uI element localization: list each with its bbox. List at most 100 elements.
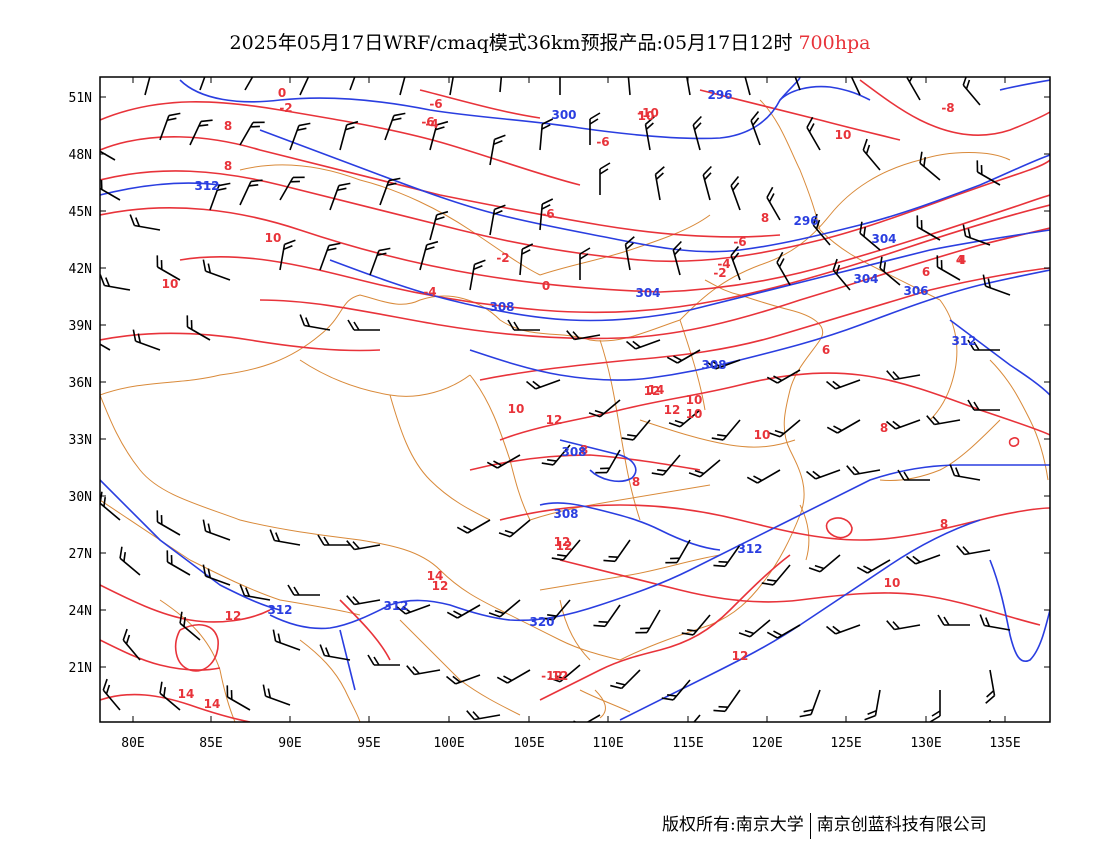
wind-barb xyxy=(346,595,381,606)
wind-barb xyxy=(692,115,702,151)
temperature-label: -4 xyxy=(717,257,730,271)
wind-barb xyxy=(488,599,521,618)
wind-barb xyxy=(498,519,531,538)
temperature-label: 6 xyxy=(822,343,830,357)
wind-barb xyxy=(539,118,554,151)
wind-barb xyxy=(129,214,161,231)
temperature-label: 4 xyxy=(958,253,966,267)
height-label: 296 xyxy=(707,88,732,102)
wind-barb xyxy=(848,77,861,96)
title-main: 2025年05月17日WRF/cmaq模式36km预报产品:05月17日12时 xyxy=(229,32,793,54)
wind-barb xyxy=(244,77,259,91)
wind-barb xyxy=(706,359,741,370)
temperature-label: 12 xyxy=(664,403,681,417)
border-line xyxy=(100,394,621,661)
wind-barb xyxy=(846,465,881,476)
border-line xyxy=(299,639,361,722)
wind-barb xyxy=(859,221,881,251)
wind-barb xyxy=(610,669,641,690)
height-contour xyxy=(329,229,1050,322)
border-line xyxy=(299,359,471,397)
temperature-label: 12 xyxy=(554,535,571,549)
temperature-contour xyxy=(100,159,1050,263)
temperature-label: -2 xyxy=(713,266,726,280)
footer-owner: 版权所有:南京大学 xyxy=(662,815,804,835)
wind-barb xyxy=(289,122,311,151)
wind-barb xyxy=(519,243,534,276)
temperature-contour xyxy=(339,599,391,661)
temperature-contour xyxy=(499,504,1050,541)
lat-label: 42N xyxy=(69,262,92,277)
wind-barb xyxy=(349,77,360,91)
temperature-label: -10 xyxy=(637,106,659,120)
wind-barb xyxy=(526,379,561,390)
temperature-contour xyxy=(259,227,1050,340)
temperature-label: 10 xyxy=(686,393,703,407)
lon-label: 100E xyxy=(433,736,464,751)
wind-barb xyxy=(766,186,781,221)
wind-barb xyxy=(682,714,701,722)
wind-barb xyxy=(367,654,400,666)
wind-barb xyxy=(746,469,781,484)
temperature-label: 10 xyxy=(508,402,525,416)
wind-barb xyxy=(287,584,320,596)
wind-barb xyxy=(262,684,291,706)
lon-label: 115E xyxy=(672,736,703,751)
wind-barb xyxy=(379,177,401,206)
wind-barb xyxy=(926,415,961,426)
wind-barb xyxy=(936,255,961,281)
temperature-label: -8 xyxy=(941,101,954,115)
wind-barb xyxy=(906,554,941,565)
wind-barb xyxy=(119,546,141,576)
wind-barb xyxy=(776,251,791,286)
border-line xyxy=(619,279,823,661)
lon-label: 120E xyxy=(751,736,782,751)
wind-barb xyxy=(956,545,991,556)
wind-barb xyxy=(806,469,841,480)
wind-barb xyxy=(790,77,801,91)
temperature-label: -6 xyxy=(596,135,609,149)
wind-barb xyxy=(742,77,751,96)
wind-barb xyxy=(156,255,181,281)
wind-barb xyxy=(144,77,153,96)
temperature-contour xyxy=(469,454,701,471)
wind-barb xyxy=(826,624,861,635)
height-contour xyxy=(539,502,721,551)
height-label: 308 xyxy=(561,445,586,459)
temperature-label: 10 xyxy=(162,277,179,291)
wind-barb xyxy=(279,176,305,201)
height-label: 300 xyxy=(551,108,576,122)
temperature-label: -12 xyxy=(541,669,563,683)
wind-barb xyxy=(199,77,210,91)
wind-barb xyxy=(668,409,701,428)
temperature-label: 14 xyxy=(204,697,221,711)
height-label: 304 xyxy=(871,232,896,246)
height-label: 308 xyxy=(701,358,726,372)
wind-barb xyxy=(496,669,531,684)
wind-barb xyxy=(406,665,441,676)
footer-company: 南京创蓝科技有限公司 xyxy=(816,815,987,835)
wind-barb xyxy=(239,179,263,206)
lat-label: 45N xyxy=(69,205,92,220)
wind-barb xyxy=(156,510,181,536)
wind-barb xyxy=(750,111,761,146)
wind-barb xyxy=(202,259,231,281)
temperature-contour xyxy=(825,517,853,539)
wind-barb xyxy=(551,539,581,561)
temperature-contour xyxy=(859,79,1050,136)
wind-barb xyxy=(489,204,506,236)
wind-barb xyxy=(166,550,191,576)
height-contour xyxy=(269,464,1050,630)
temperature-label: 8 xyxy=(880,421,888,435)
wind-barb xyxy=(239,121,265,146)
wind-barb xyxy=(396,604,431,615)
wind-barb xyxy=(768,419,801,438)
wind-barb xyxy=(419,240,439,271)
wind-barb xyxy=(666,349,701,364)
wind-barb xyxy=(100,180,121,201)
border-line xyxy=(100,499,361,616)
temperature-contour xyxy=(100,136,781,238)
wind-barb xyxy=(886,620,921,631)
